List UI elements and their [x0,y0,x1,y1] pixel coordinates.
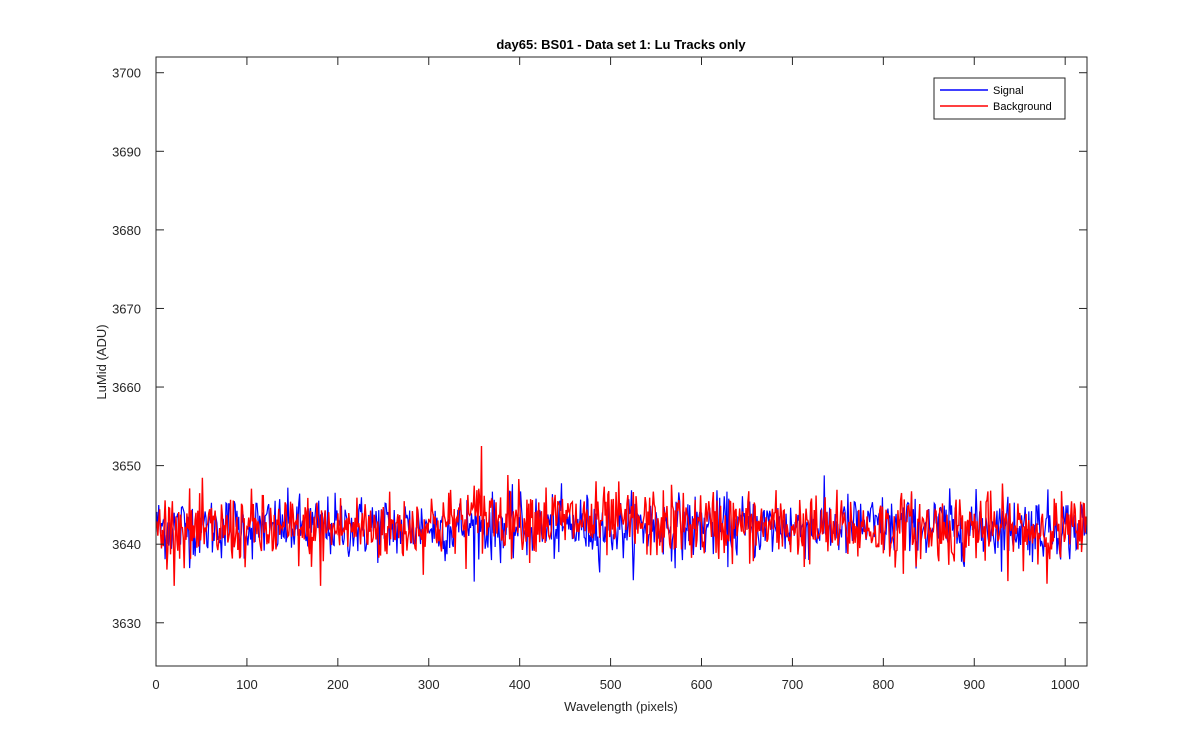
x-tick-label: 900 [963,677,985,692]
y-tick-label: 3650 [112,459,141,474]
y-tick-label: 3640 [112,537,141,552]
x-tick-label: 100 [236,677,258,692]
legend-label-signal: Signal [993,85,1024,97]
chart-title: day65: BS01 - Data set 1: Lu Tracks only [496,37,746,52]
x-axis-label: Wavelength (pixels) [564,699,678,714]
legend: Signal Background [933,77,1066,120]
x-tick-label: 600 [691,677,713,692]
y-tick-label: 3690 [112,144,141,159]
legend-label-background: Background [993,101,1052,113]
x-tick-label: 400 [509,677,531,692]
y-tick-label: 3700 [112,66,141,81]
series-layer [156,445,1087,586]
x-tick-label: 1000 [1051,677,1080,692]
y-tick-label: 3630 [112,616,141,631]
tick-marks [155,57,1087,666]
x-tick-labels: 0 100 200 300 400 500 600 700 800 900 1000 [152,677,1079,692]
y-tick-label: 3670 [112,301,141,316]
x-tick-label: 0 [152,677,159,692]
x-tick-label: 700 [782,677,804,692]
x-tick-label: 200 [327,677,349,692]
x-tick-label: 300 [418,677,440,692]
axes-box [155,56,1088,667]
y-tick-label: 3660 [112,380,141,395]
y-tick-labels: 3630 3640 3650 3660 3670 3680 3690 3700 [112,66,141,631]
x-tick-label: 500 [600,677,622,692]
series-background-line [156,445,1087,586]
y-axis-label: LuMid (ADU) [94,324,109,399]
legend-box [933,77,1066,120]
plot-area [156,57,1087,666]
y-tick-label: 3680 [112,223,141,238]
x-tick-label: 800 [872,677,894,692]
